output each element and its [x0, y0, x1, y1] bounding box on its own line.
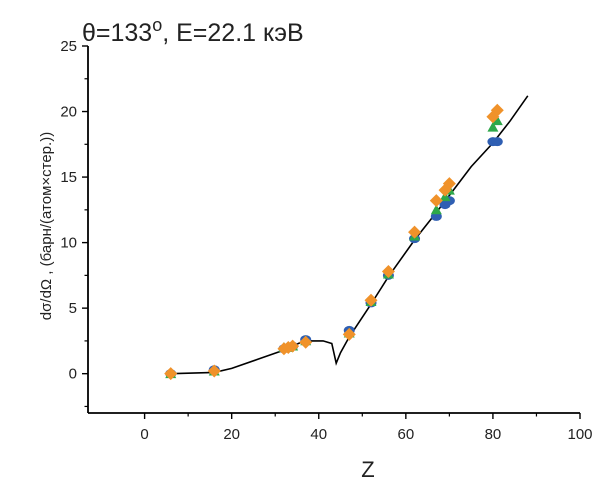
y-tick-label: 10 — [60, 235, 77, 252]
point-diamond — [364, 293, 378, 307]
y-tick-label: 15 — [60, 169, 77, 186]
chart-title: θ=133o, E=22.1 кэВ — [82, 15, 304, 47]
point-diamond — [429, 194, 443, 208]
x-axis-label: Z — [361, 457, 374, 482]
point-triangle — [491, 115, 503, 126]
x-tick-label: 80 — [485, 426, 502, 443]
ticks: 0 20 40 60 80 100 0 5 10 15 20 25 — [60, 38, 592, 443]
point-diamond — [490, 103, 504, 117]
y-axis-label: dσ/dΩ , (барн/(атом×стер.)) — [38, 132, 55, 320]
y-tick-label: 5 — [69, 300, 77, 317]
x-tick-label: 0 — [140, 426, 148, 443]
point-diamond — [299, 335, 313, 349]
y-tick-label: 20 — [60, 104, 77, 121]
point-triangle — [487, 121, 499, 132]
point-diamond — [381, 264, 395, 278]
y-tick-label: 25 — [60, 38, 77, 55]
theory-curve — [170, 95, 529, 375]
point-diamond — [207, 364, 221, 378]
x-tick-label: 100 — [567, 426, 592, 443]
point-diamond — [408, 225, 422, 239]
point-diamond — [164, 367, 178, 381]
x-tick-label: 60 — [397, 426, 414, 443]
point-diamond — [342, 327, 356, 341]
point-circle — [491, 137, 503, 147]
x-tick-label: 20 — [223, 426, 240, 443]
chart-title-main: θ=133 — [82, 19, 152, 47]
axes — [87, 46, 580, 414]
data-markers — [164, 103, 504, 381]
point-diamond — [286, 339, 300, 353]
x-tick-label: 40 — [310, 426, 327, 443]
point-diamond — [442, 177, 456, 191]
chart-title-suffix: , E=22.1 кэВ — [162, 19, 303, 47]
chart-title-superscript: o — [152, 15, 162, 35]
y-tick-label: 0 — [69, 366, 77, 383]
point-triangle — [430, 204, 442, 215]
